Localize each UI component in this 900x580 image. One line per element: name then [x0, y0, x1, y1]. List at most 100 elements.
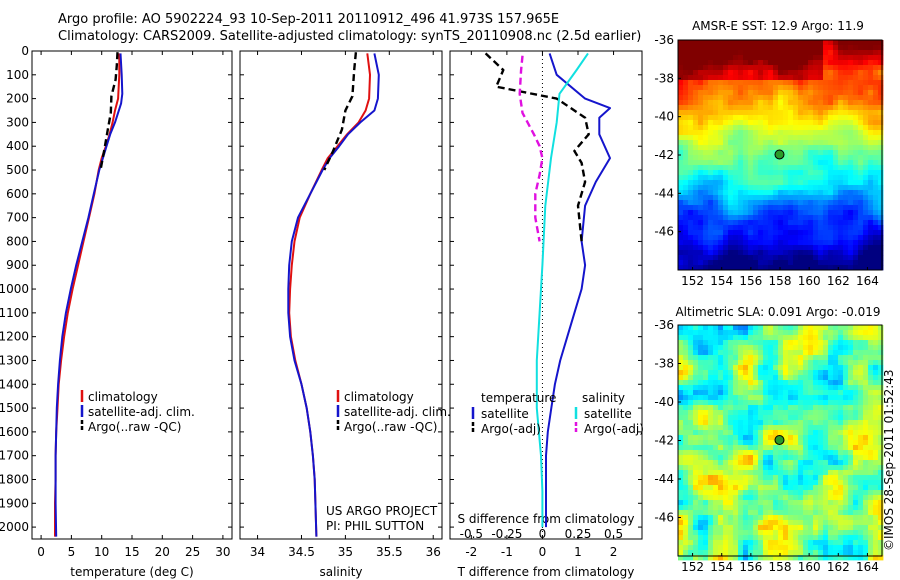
map-cell [828, 355, 834, 361]
map-cell [848, 450, 854, 456]
map-cell [713, 235, 719, 241]
map-cell [743, 325, 749, 331]
map-cell [833, 255, 839, 261]
map-cell [713, 515, 719, 521]
map-cell [683, 170, 689, 176]
map-cell [878, 135, 884, 141]
depth-tick-label: 0 [21, 44, 29, 58]
map-cell [778, 50, 784, 56]
map-cell [678, 330, 684, 336]
map-cell [683, 440, 689, 446]
map-cell [763, 40, 769, 46]
map-cell [698, 95, 704, 101]
diff-legend-label: Argo(-adj) [481, 422, 541, 436]
map-cell [748, 235, 754, 241]
map-cell [863, 160, 869, 166]
map-cell [873, 355, 879, 361]
map-cell [678, 365, 684, 371]
map-cell [878, 130, 884, 136]
map-cell [678, 70, 684, 76]
map-cell [838, 495, 844, 501]
map-cell [683, 220, 689, 226]
map-cell [733, 425, 739, 431]
map-cell [688, 220, 694, 226]
map-cell [878, 195, 884, 201]
map-cell [773, 510, 779, 516]
map-cell [828, 415, 834, 421]
map-cell [803, 545, 809, 551]
map-cell [703, 475, 709, 481]
map-cell [698, 165, 704, 171]
map-cell [848, 490, 854, 496]
map-cell [833, 250, 839, 256]
map-cell [758, 55, 764, 61]
map-cell [848, 545, 854, 551]
map-cell [868, 520, 874, 526]
map-cell [843, 480, 849, 486]
map-cell [723, 140, 729, 146]
map-cell [708, 70, 714, 76]
map-cell [738, 260, 744, 266]
map-cell [853, 555, 859, 561]
map-cell [843, 240, 849, 246]
map-cell [688, 65, 694, 71]
map-cell [853, 520, 859, 526]
map-cell [793, 100, 799, 106]
map-cell [823, 40, 829, 46]
map-cell [758, 180, 764, 186]
map-cell [683, 400, 689, 406]
map-cell [713, 380, 719, 386]
map-cell [783, 500, 789, 506]
map-cell [808, 90, 814, 96]
map-cell [713, 555, 719, 561]
map-cell [753, 260, 759, 266]
map-cell [818, 210, 824, 216]
map-cell [693, 410, 699, 416]
map-cell [798, 85, 804, 91]
map-cell [678, 375, 684, 381]
map-cell [813, 335, 819, 341]
map-cell [693, 260, 699, 266]
map-cell [818, 120, 824, 126]
map-cell [728, 330, 734, 336]
map-cell [868, 205, 874, 211]
map-cell [808, 525, 814, 531]
map-cell [858, 65, 864, 71]
map-cell [688, 70, 694, 76]
map-cell [863, 210, 869, 216]
map-cell [778, 200, 784, 206]
map-cell [773, 515, 779, 521]
map-cell [783, 110, 789, 116]
map-cell [803, 220, 809, 226]
map-cell [853, 100, 859, 106]
map-cell [813, 495, 819, 501]
map-cell [868, 450, 874, 456]
map-cell [748, 425, 754, 431]
salinity-xtick-label: 34 [250, 545, 265, 559]
map-cell [733, 345, 739, 351]
map-cell [863, 515, 869, 521]
map-cell [748, 195, 754, 201]
map-cell [763, 65, 769, 71]
map-cell [843, 535, 849, 541]
map-cell [838, 405, 844, 411]
map-cell [873, 550, 879, 556]
map-cell [773, 405, 779, 411]
map-cell [683, 395, 689, 401]
map-cell [858, 75, 864, 81]
map-cell [758, 525, 764, 531]
map-cell [863, 125, 869, 131]
map-cell [798, 145, 804, 151]
map-cell [683, 120, 689, 126]
map-cell [718, 540, 724, 546]
map-cell [858, 130, 864, 136]
map-cell [878, 155, 884, 161]
map-cell [748, 495, 754, 501]
map-cell [678, 420, 684, 426]
map-cell [798, 465, 804, 471]
depth-tick-label: 1200 [0, 330, 29, 344]
map-cell [698, 205, 704, 211]
map-cell [873, 515, 879, 521]
map-cell [763, 80, 769, 86]
map-cell [733, 235, 739, 241]
